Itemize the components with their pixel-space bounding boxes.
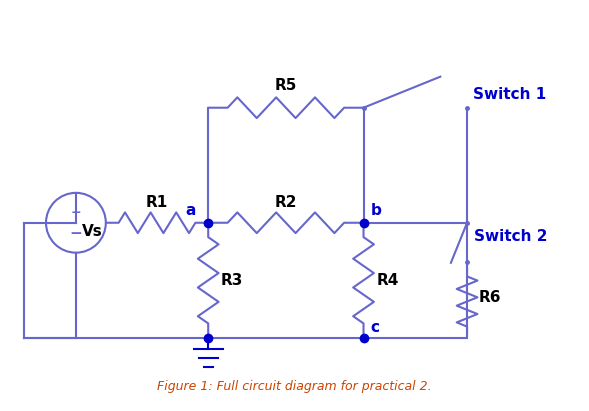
Text: R2: R2 — [274, 195, 297, 210]
Text: b: b — [370, 203, 381, 218]
Text: Switch 1: Switch 1 — [473, 87, 546, 102]
Text: +: + — [71, 206, 81, 219]
Text: R1: R1 — [146, 195, 168, 210]
Text: Vs: Vs — [82, 224, 102, 239]
Text: R5: R5 — [274, 79, 297, 93]
Text: a: a — [185, 203, 196, 218]
Text: R3: R3 — [221, 273, 243, 288]
Text: −: − — [70, 226, 82, 241]
Text: c: c — [370, 320, 379, 335]
Text: Switch 2: Switch 2 — [474, 229, 547, 243]
Text: R4: R4 — [376, 273, 399, 288]
Text: Figure 1: Full circuit diagram for practical 2.: Figure 1: Full circuit diagram for pract… — [157, 380, 432, 393]
Text: R6: R6 — [479, 290, 501, 305]
